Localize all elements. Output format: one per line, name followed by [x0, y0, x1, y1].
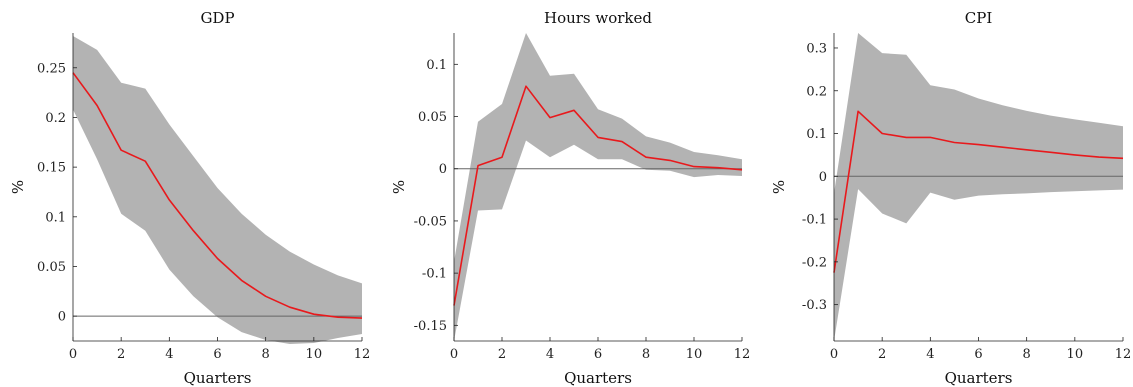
y-tick-label: 0.1: [45, 210, 66, 225]
x-axis-label: Quarters: [184, 369, 252, 387]
y-axis-label: %: [390, 180, 408, 194]
x-tick-label: 6: [213, 347, 221, 362]
x-tick-label: 0: [450, 347, 458, 362]
y-tick-label: -0.3: [802, 298, 827, 313]
y-tick-label: 0.25: [37, 61, 66, 76]
x-tick-label: 12: [734, 347, 751, 362]
x-tick-label: 8: [262, 347, 270, 362]
median-line: [453, 85, 743, 306]
chart-panel-2: 0 2 4 6 8 10 12 -0.15 -0.1 -0.05 0 0.05 0.1 Hours wor…: [390, 9, 750, 387]
x-tick-label: 8: [642, 347, 650, 362]
y-tick-label: 0.15: [37, 161, 66, 176]
x-tick-label: 0: [830, 347, 838, 362]
x-tick-label: 10: [1067, 347, 1084, 362]
confidence-band: [73, 36, 362, 344]
y-axis-label: %: [770, 180, 788, 194]
x-axis-label: Quarters: [564, 369, 632, 387]
x-tick-label: 10: [306, 347, 323, 362]
x-tick-label: 4: [546, 347, 554, 362]
x-tick-label: 4: [926, 347, 934, 362]
y-tick-label: 0.05: [418, 110, 447, 125]
y-tick-label: 0: [58, 310, 66, 325]
y-tick-label: 0.1: [426, 58, 447, 73]
x-tick-label: 6: [594, 347, 602, 362]
x-tick-label: 0: [69, 347, 77, 362]
y-tick-label: -0.1: [802, 213, 827, 228]
y-tick-label: 0: [439, 162, 447, 177]
y-axis-label: %: [9, 180, 27, 194]
confidence-band: [834, 33, 1123, 341]
x-tick-label: 2: [878, 347, 886, 362]
y-tick-label: 0: [819, 170, 827, 185]
y-tick-label: -0.05: [414, 214, 447, 229]
x-tick-label: 10: [686, 347, 703, 362]
chart-title: Hours worked: [544, 9, 652, 27]
y-tick-label: 0.2: [806, 84, 827, 99]
x-tick-label: 2: [498, 347, 506, 362]
y-tick-label: 0.2: [45, 111, 66, 126]
median-line: [72, 72, 363, 319]
y-tick-label: 0.3: [806, 41, 827, 56]
y-tick-label: 0.05: [37, 260, 66, 275]
y-tick-label: -0.1: [422, 267, 447, 282]
y-tick-label: -0.15: [414, 319, 447, 334]
x-tick-label: 8: [1023, 347, 1031, 362]
median-line: [833, 110, 1124, 273]
chart-title: GDP: [200, 9, 234, 27]
chart-panel-1: 0 2 4 6 8 10 12 0 0.05 0.1 0.15 0.2 0.25 GDP Quarters%: [9, 9, 370, 387]
x-tick-label: 2: [117, 347, 125, 362]
x-tick-label: 4: [165, 347, 173, 362]
x-tick-label: 12: [354, 347, 371, 362]
x-tick-label: 6: [974, 347, 982, 362]
x-tick-label: 12: [1115, 347, 1132, 362]
x-axis-label: Quarters: [945, 369, 1013, 387]
y-tick-label: -0.2: [802, 255, 827, 270]
chart-panel-3: 0 2 4 6 8 10 12 -0.3 -0.2 -0.1 0 0.1 0.2 0.3 CPI Quarte…: [770, 9, 1131, 387]
y-tick-label: 0.1: [806, 127, 827, 142]
confidence-band: [454, 33, 742, 341]
chart-title: CPI: [965, 9, 993, 27]
